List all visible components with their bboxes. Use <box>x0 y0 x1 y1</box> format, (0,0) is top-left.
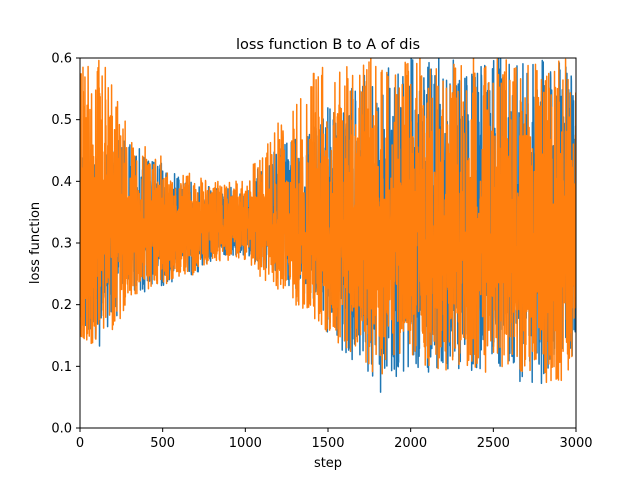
x-tick-label: 3000 <box>559 436 592 451</box>
x-tick-label: 1000 <box>229 436 262 451</box>
x-tick-label: 2000 <box>394 436 427 451</box>
series-layer <box>80 58 576 393</box>
y-axis-label: loss function <box>28 202 43 284</box>
x-axis-label: step <box>314 456 342 471</box>
y-tick-label: 0.5 <box>51 113 72 128</box>
chart-title: loss function B to A of dis <box>236 37 420 53</box>
y-tick-label: 0.2 <box>51 298 72 313</box>
y-axis: 0.0 0.1 0.2 0.3 0.4 0.5 0.6 <box>51 52 80 437</box>
y-tick-label: 0.4 <box>51 175 72 190</box>
x-axis: 0 500 1000 1500 2000 2500 3000 <box>76 428 593 451</box>
y-tick-label: 0.3 <box>51 237 72 252</box>
y-tick-label: 0.1 <box>51 360 72 375</box>
series-line-2 <box>80 58 576 384</box>
x-tick-label: 500 <box>150 436 175 451</box>
x-tick-label: 0 <box>76 436 84 451</box>
x-tick-label: 1500 <box>311 436 344 451</box>
y-tick-label: 0.6 <box>51 52 72 67</box>
x-tick-label: 2500 <box>477 436 510 451</box>
y-tick-label: 0.0 <box>51 422 72 437</box>
